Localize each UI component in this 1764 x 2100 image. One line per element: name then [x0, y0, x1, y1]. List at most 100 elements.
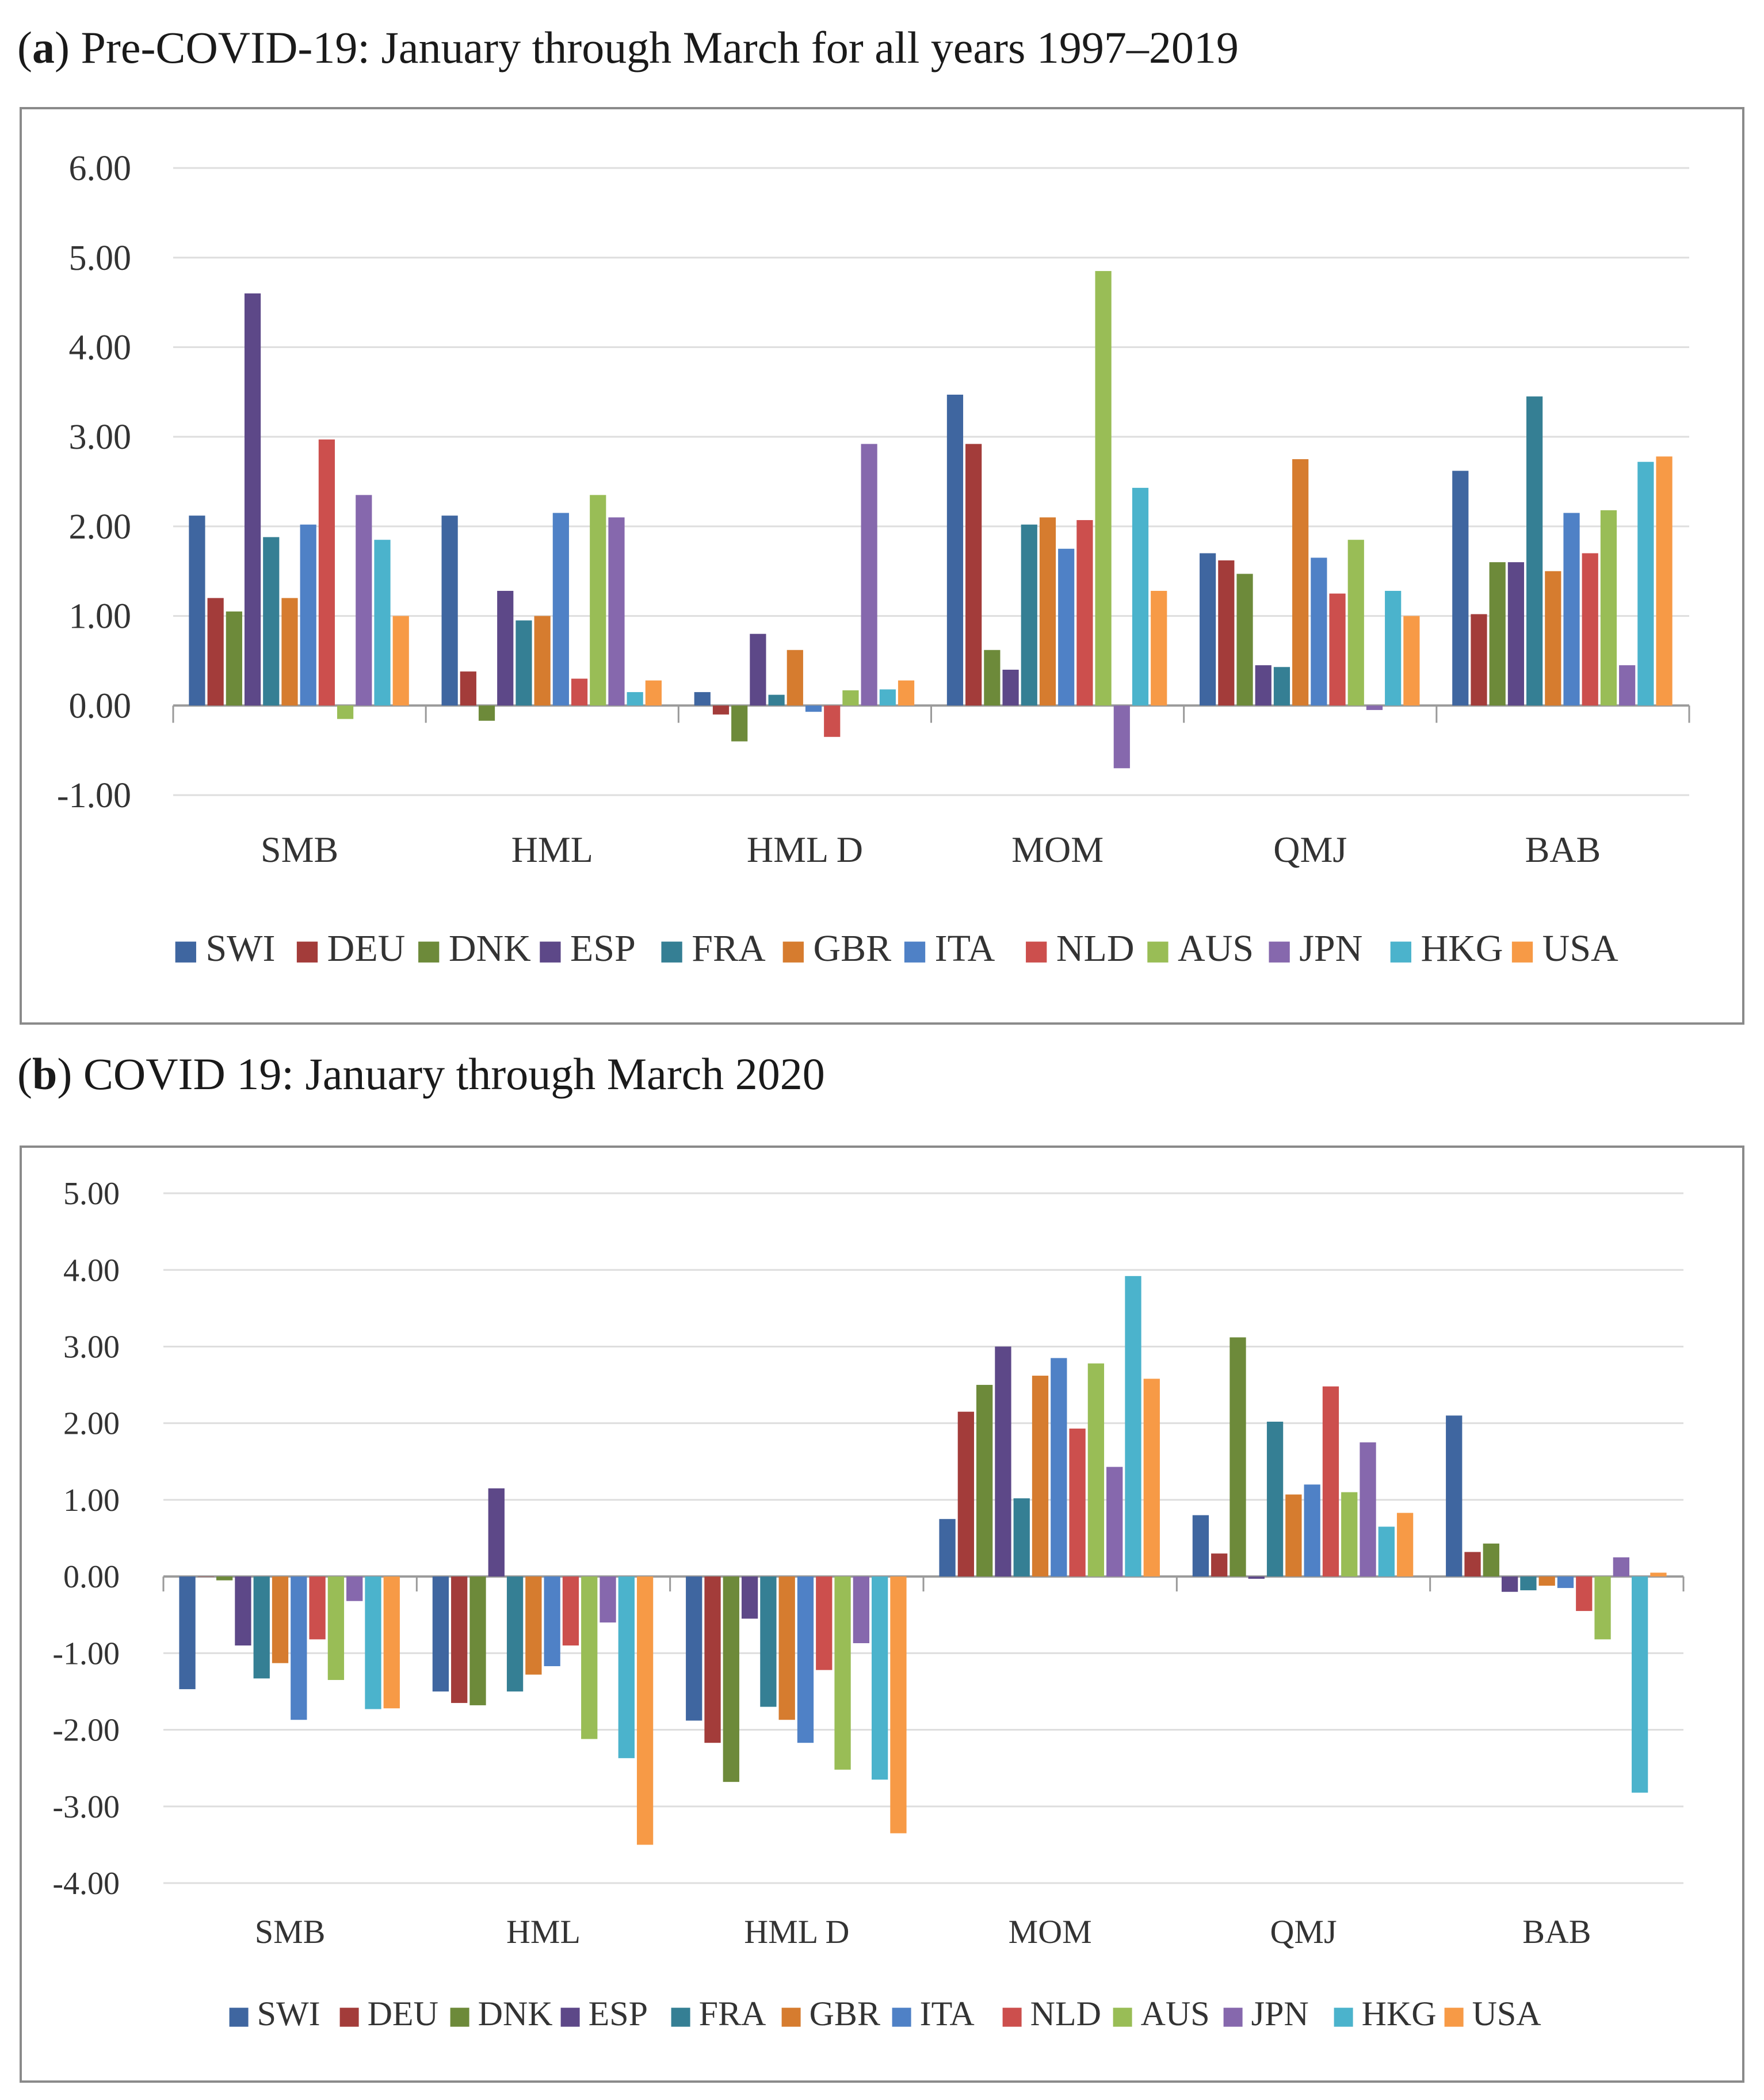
legend-label-dnk: DNK [449, 927, 531, 969]
legend-swatch-esp [560, 2007, 580, 2027]
legend-swatch-swi [175, 941, 196, 963]
chart-a-category-label-smb: SMB [261, 829, 338, 870]
chart-a-bar-fra-hml [516, 620, 532, 706]
chart-a-bar-swi-bab [1452, 471, 1469, 706]
chart-b-bar-jpn-qmj [1360, 1442, 1376, 1577]
chart-b-bar-ita-hml-d [797, 1576, 814, 1743]
chart-a-bar-deu-mom [965, 444, 982, 706]
chart-b-bar-jpn-hml-d [853, 1576, 869, 1644]
chart-b-bar-deu-hml-d [704, 1576, 721, 1743]
legend-label-aus: AUS [1178, 927, 1254, 969]
legend-label-nld: NLD [1030, 1995, 1101, 2033]
legend-swatch-usa [1444, 2007, 1464, 2027]
chart-a-bar-deu-hml [460, 671, 476, 706]
chart-b-ytick-label: -2.00 [52, 1713, 120, 1748]
chart-a-bar-aus-hml-d [842, 690, 859, 706]
chart-b-bar-gbr-hml-d [778, 1576, 795, 1720]
chart-a-bar-swi-qmj [1200, 553, 1216, 706]
chart-b-bar-fra-smb [253, 1576, 270, 1679]
chart-a-ytick-label: 2.00 [69, 507, 132, 547]
chart-a-bar-hkg-bab [1637, 461, 1654, 706]
chart-a-ytick-label: 1.00 [69, 597, 132, 636]
caption-a: (a) Pre-COVID-19: January through March … [17, 22, 1239, 72]
chart-b-bar-deu-bab [1464, 1552, 1481, 1577]
chart-b-bar-nld-smb [309, 1576, 326, 1640]
chart-b-bar-ita-qmj [1304, 1484, 1320, 1577]
chart-a-bar-deu-hml-d [712, 705, 730, 715]
chart-a-bar-usa-hml-d [898, 680, 915, 706]
legend-swatch-gbr [782, 941, 804, 963]
chart-b-bar-gbr-smb [272, 1576, 289, 1663]
chart-b-bar-gbr-mom [1032, 1376, 1049, 1577]
chart-b-bar-jpn-smb [346, 1576, 363, 1601]
chart-a-bar-esp-smb [244, 293, 261, 706]
legend-swatch-ita [892, 2007, 911, 2027]
chart-a-bar-usa-bab [1656, 456, 1673, 706]
chart-a-bar-fra-smb [263, 537, 280, 706]
chart-a-bar-dnk-qmj [1236, 574, 1253, 706]
chart-a-bar-fra-hml-d [768, 694, 785, 706]
chart-b-ytick-label: -1.00 [52, 1636, 120, 1671]
chart-b-bar-ita-bab [1557, 1576, 1574, 1589]
chart-b-bar-hkg-smb [365, 1576, 381, 1709]
chart-a-bar-ita-hml [552, 513, 569, 706]
chart-b-category-label-hml: HML [506, 1913, 581, 1950]
chart-b-ytick-label: 1.00 [63, 1483, 120, 1518]
chart-a-bar-jpn-smb [356, 495, 372, 706]
chart-a-bar-hkg-hml-d [879, 689, 896, 706]
legend-swatch-nld [1026, 941, 1047, 963]
legend-label-hkg: HKG [1362, 1995, 1437, 2033]
chart-b-bar-deu-mom [957, 1411, 975, 1577]
chart-a-bar-ita-bab [1563, 513, 1580, 706]
chart-b-bar-nld-qmj [1322, 1386, 1339, 1577]
chart-a-bar-gbr-hml-d [786, 650, 803, 706]
legend-swatch-deu [296, 941, 318, 963]
legend-label-swi: SWI [205, 927, 275, 969]
legend-label-esp: ESP [570, 927, 636, 969]
chart-a-bar-deu-smb [207, 598, 224, 706]
chart-b-bar-swi-mom [939, 1519, 956, 1577]
chart-a-ytick-label: 0.00 [69, 686, 132, 726]
chart-a-ytick-label: 5.00 [69, 239, 132, 278]
chart-b-bar-usa-smb [383, 1576, 400, 1709]
legend-swatch-dnk [418, 941, 440, 963]
chart-b-category-label-mom: MOM [1009, 1913, 1092, 1950]
chart-b-bar-usa-hml [636, 1576, 654, 1845]
chart-a-bar-ita-hml-d [805, 705, 822, 712]
legend-label-jpn: JPN [1251, 1995, 1309, 2033]
chart-a-bar-esp-hml-d [750, 633, 766, 706]
legend-swatch-nld [1002, 2007, 1022, 2027]
chart-a-bar-gbr-mom [1039, 517, 1056, 706]
chart-b-bar-ita-hml [544, 1576, 560, 1666]
chart-b-ytick-label: -4.00 [52, 1866, 120, 1902]
chart-a-bar-fra-bab [1526, 396, 1543, 706]
chart-a-bar-hkg-hml [627, 692, 643, 706]
chart-a-bar-ita-mom [1058, 548, 1075, 706]
chart-b-bar-hkg-mom [1125, 1276, 1141, 1577]
legend-swatch-jpn [1269, 941, 1290, 963]
chart-b-bar-usa-hml-d [890, 1576, 907, 1834]
chart-a-bar-usa-hml [645, 680, 662, 706]
chart-b-bar-usa-mom [1143, 1379, 1160, 1577]
chart-a-bar-ita-smb [300, 524, 316, 706]
legend-label-dnk: DNK [478, 1995, 553, 2033]
chart-a-bar-gbr-qmj [1292, 459, 1309, 706]
legend-swatch-usa [1511, 941, 1533, 963]
legend-swatch-fra [671, 2007, 690, 2027]
chart-a-bar-gbr-hml [534, 616, 551, 706]
chart-b-bar-gbr-qmj [1285, 1494, 1302, 1577]
chart-a-bar-aus-bab [1600, 510, 1617, 706]
chart-a-bar-fra-mom [1021, 524, 1037, 706]
legend-label-fra: FRA [692, 927, 766, 969]
chart-b-bar-esp-mom [995, 1346, 1011, 1577]
legend-label-nld: NLD [1056, 927, 1135, 969]
chart-a-bar-nld-qmj [1329, 593, 1346, 706]
chart-a-bar-esp-hml [497, 590, 514, 706]
chart-b-bar-swi-qmj [1192, 1515, 1209, 1577]
chart-b-bar-dnk-mom [976, 1385, 993, 1577]
chart-b-category-label-smb: SMB [255, 1913, 326, 1950]
chart-a-category-label-hml-d: HML D [747, 829, 863, 870]
chart-b-bar-esp-bab [1501, 1576, 1518, 1592]
chart-b-bar-dnk-bab [1483, 1543, 1499, 1577]
chart-a-bar-jpn-qmj [1366, 705, 1383, 711]
